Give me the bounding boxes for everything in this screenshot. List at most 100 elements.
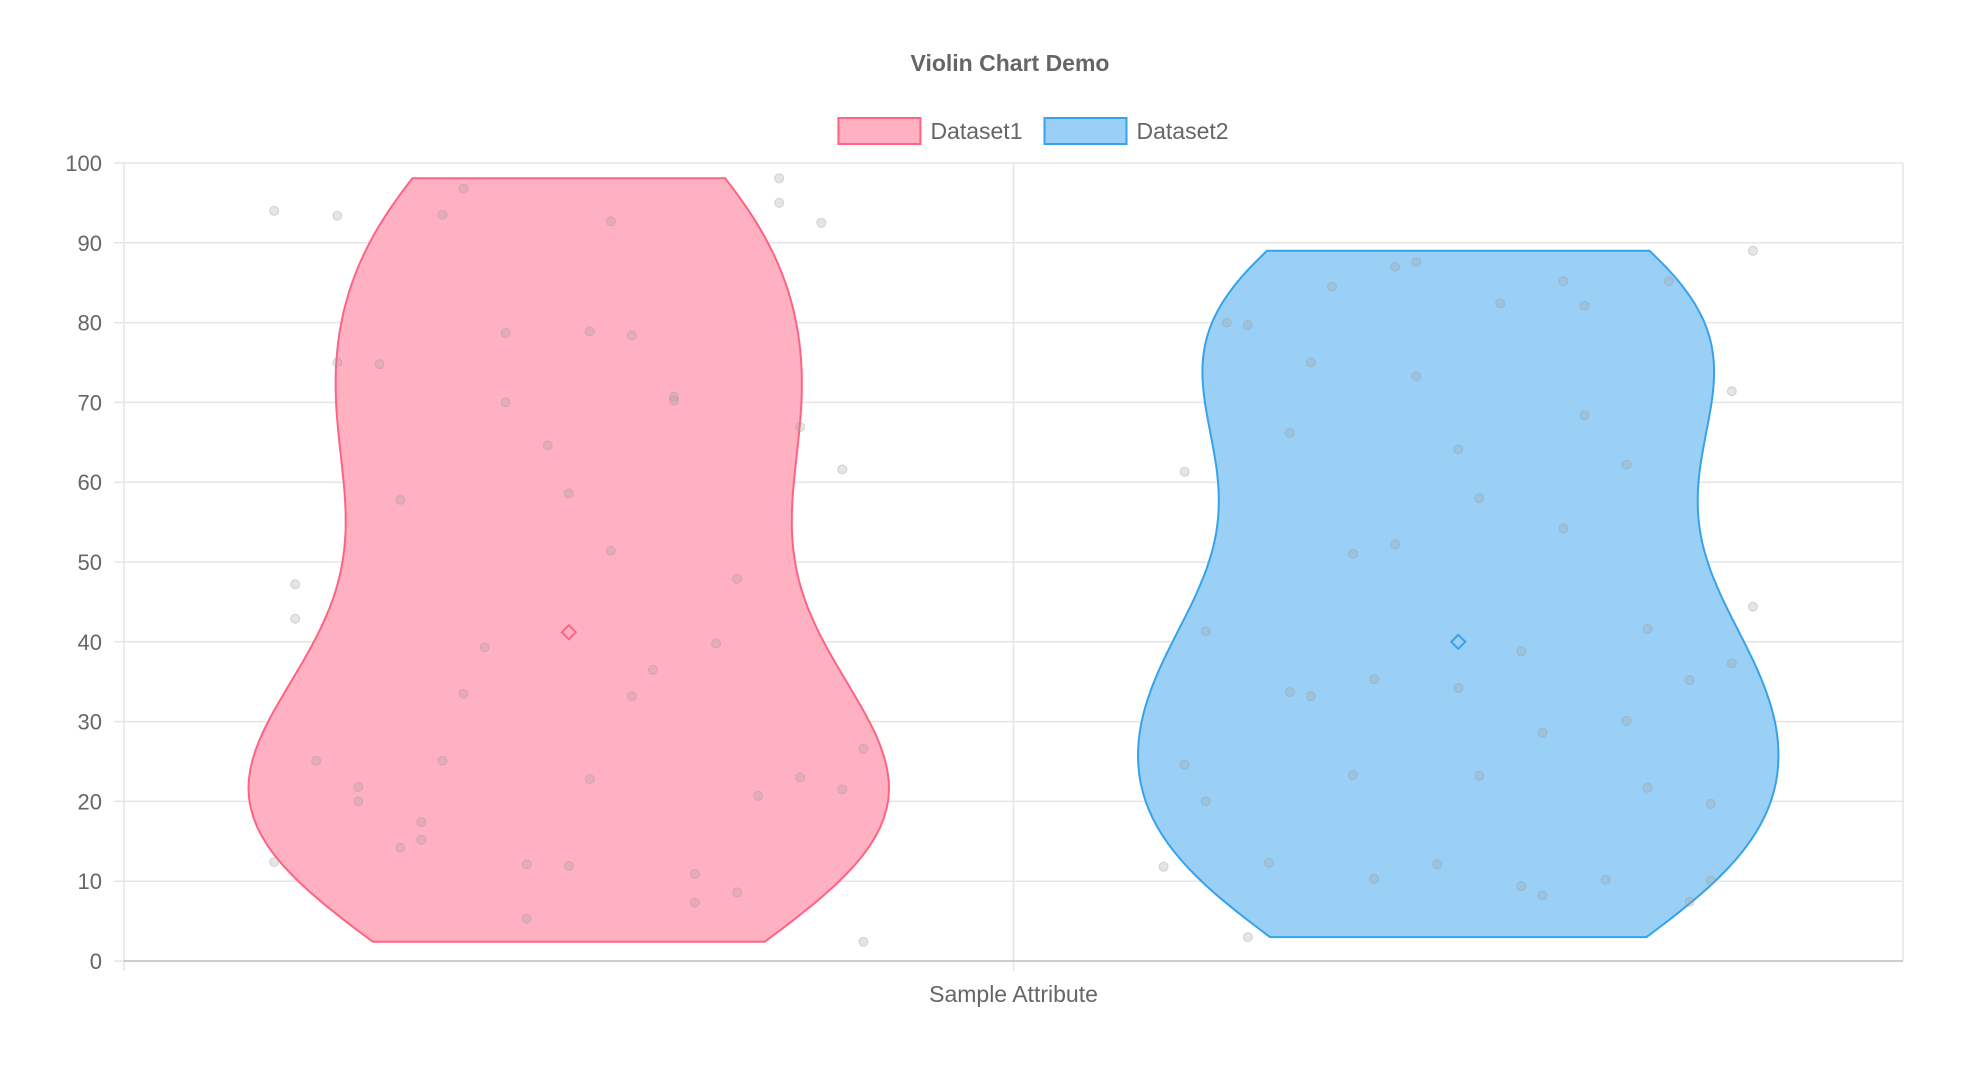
data-point	[605, 545, 616, 556]
data-point	[1305, 357, 1316, 368]
data-point	[1495, 298, 1506, 309]
data-point	[542, 440, 553, 451]
data-point	[837, 784, 848, 795]
data-point	[269, 857, 280, 867]
data-point	[563, 861, 574, 871]
data-point	[395, 494, 406, 505]
data-point	[269, 205, 280, 216]
data-point	[605, 216, 616, 227]
data-point	[1621, 459, 1632, 470]
data-point	[647, 664, 658, 675]
data-point	[1284, 687, 1295, 698]
data-point	[1390, 539, 1401, 550]
data-point	[1221, 317, 1232, 328]
data-point	[1747, 601, 1758, 612]
data-point	[626, 330, 637, 341]
legend-label-dataset2: Dataset2	[1137, 118, 1229, 144]
data-point	[1369, 674, 1380, 685]
data-point	[1558, 276, 1569, 287]
data-point	[353, 782, 364, 792]
data-point	[311, 755, 322, 766]
data-point	[626, 691, 637, 702]
data-point	[1453, 683, 1464, 694]
data-point	[1600, 874, 1611, 885]
data-point	[1158, 861, 1169, 872]
x-tick-label: Sample Attribute	[929, 981, 1098, 1007]
data-point	[458, 688, 469, 699]
mean-marker	[560, 623, 578, 641]
data-point	[1263, 857, 1274, 868]
data-point	[1348, 770, 1358, 781]
data-point	[1621, 715, 1632, 726]
data-point	[732, 573, 743, 584]
data-point	[858, 936, 869, 947]
data-point	[521, 913, 532, 924]
y-tick-label: 10	[78, 869, 102, 894]
data-point	[395, 842, 406, 853]
y-tick-label: 50	[78, 550, 102, 575]
data-point	[774, 173, 785, 184]
axes: 0 10 20 30 40 50 60 70 80 90 100 Sample Attribute	[65, 151, 1903, 1007]
y-tick-label: 0	[90, 949, 102, 974]
legend-swatch-dataset1	[837, 117, 922, 145]
data-point	[1684, 896, 1695, 907]
mean-marker	[1449, 633, 1467, 651]
data-point	[332, 357, 343, 368]
data-point	[1726, 386, 1737, 397]
y-tick-label: 60	[78, 470, 102, 495]
data-point	[795, 772, 806, 783]
data-point	[563, 488, 574, 499]
data-point	[416, 834, 427, 845]
y-tick-label: 90	[78, 231, 102, 256]
data-point	[1200, 626, 1211, 637]
legend-label-dataset1: Dataset1	[930, 118, 1022, 144]
data-point	[374, 359, 385, 370]
data-point	[690, 897, 700, 908]
violin-dataset2	[1136, 249, 1780, 939]
data-point	[1642, 624, 1653, 634]
data-point	[1579, 410, 1590, 421]
data-point	[816, 217, 827, 228]
data-point	[1242, 320, 1253, 330]
data-point	[1474, 770, 1485, 781]
data-point	[1242, 932, 1253, 943]
data-point	[1348, 549, 1358, 559]
y-tick-label: 70	[78, 390, 102, 415]
data-point	[1516, 881, 1527, 891]
data-point	[1537, 727, 1548, 738]
data-point	[416, 817, 427, 828]
data-point	[1642, 782, 1653, 793]
data-point	[500, 328, 511, 338]
data-point	[1537, 890, 1548, 901]
data-point	[753, 790, 764, 801]
data-point	[521, 859, 532, 870]
data-point	[353, 796, 364, 807]
data-point	[669, 395, 679, 406]
data-point	[1327, 281, 1337, 292]
data-point	[1200, 796, 1211, 807]
data-point	[1579, 300, 1590, 311]
data-point	[1453, 444, 1464, 455]
data-point	[458, 183, 469, 194]
data-point	[584, 326, 595, 337]
data-point	[1390, 261, 1401, 272]
data-point	[1369, 873, 1380, 884]
y-tick-label: 40	[78, 630, 102, 655]
data-points	[269, 173, 1758, 947]
data-point	[1684, 675, 1695, 686]
data-point	[711, 638, 722, 649]
data-point	[584, 774, 595, 785]
data-point	[837, 464, 848, 475]
data-point	[1705, 875, 1716, 886]
data-point	[1179, 466, 1190, 477]
data-point	[290, 579, 301, 590]
data-point	[1474, 493, 1485, 504]
chart-title: Violin Chart Demo	[911, 50, 1110, 76]
violins	[247, 177, 1780, 943]
data-point	[858, 743, 869, 754]
y-tick-label: 30	[78, 710, 102, 735]
data-point	[1411, 257, 1422, 267]
data-point	[479, 642, 490, 653]
data-point	[1747, 245, 1758, 256]
